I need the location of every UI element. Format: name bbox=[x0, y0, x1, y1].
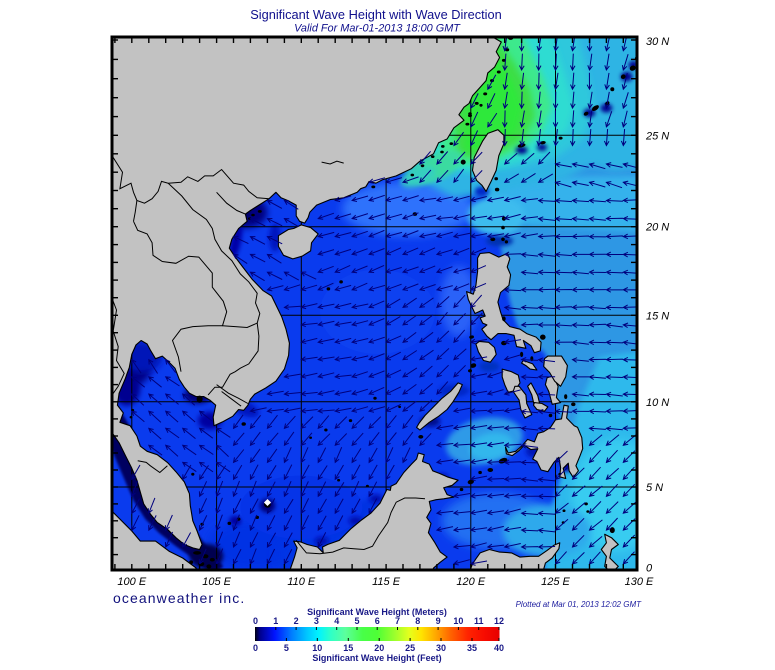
svg-text:25: 25 bbox=[405, 643, 415, 653]
svg-text:35: 35 bbox=[467, 643, 477, 653]
svg-text:125 E: 125 E bbox=[541, 576, 570, 588]
svg-text:8: 8 bbox=[415, 616, 420, 626]
svg-text:0: 0 bbox=[253, 616, 258, 626]
svg-text:115 E: 115 E bbox=[372, 576, 401, 588]
svg-text:10 N: 10 N bbox=[646, 397, 669, 409]
svg-text:Significant Wave Height with W: Significant Wave Height with Wave Direct… bbox=[250, 7, 502, 22]
svg-text:105 E: 105 E bbox=[202, 576, 231, 588]
svg-text:0: 0 bbox=[253, 643, 258, 653]
svg-text:Significant Wave Height (Feet): Significant Wave Height (Feet) bbox=[312, 653, 441, 663]
svg-text:100 E: 100 E bbox=[117, 576, 146, 588]
svg-text:3: 3 bbox=[314, 616, 319, 626]
svg-text:9: 9 bbox=[436, 616, 441, 626]
svg-text:10: 10 bbox=[453, 616, 463, 626]
svg-text:30 N: 30 N bbox=[646, 36, 669, 48]
svg-text:110 E: 110 E bbox=[287, 576, 316, 588]
svg-text:1: 1 bbox=[273, 616, 278, 626]
svg-text:30: 30 bbox=[436, 643, 446, 653]
svg-text:0: 0 bbox=[646, 563, 653, 575]
svg-text:5 N: 5 N bbox=[646, 482, 663, 494]
svg-text:Valid For Mar-01-2013 18:00 GM: Valid For Mar-01-2013 18:00 GMT bbox=[294, 23, 461, 35]
svg-text:6: 6 bbox=[375, 616, 380, 626]
svg-text:5: 5 bbox=[284, 643, 289, 653]
svg-text:Plotted at Mar 01, 2013 12:02: Plotted at Mar 01, 2013 12:02 GMT bbox=[516, 600, 643, 609]
svg-text:40: 40 bbox=[494, 643, 504, 653]
svg-text:5: 5 bbox=[354, 616, 359, 626]
svg-text:25 N: 25 N bbox=[645, 130, 669, 142]
svg-text:10: 10 bbox=[312, 643, 322, 653]
svg-text:15 N: 15 N bbox=[646, 310, 669, 322]
svg-text:20 N: 20 N bbox=[645, 222, 669, 234]
svg-text:130 E: 130 E bbox=[625, 576, 654, 588]
svg-text:7: 7 bbox=[395, 616, 400, 626]
svg-text:15: 15 bbox=[343, 643, 353, 653]
svg-text:20: 20 bbox=[374, 643, 384, 653]
svg-text:12: 12 bbox=[494, 616, 504, 626]
svg-text:2: 2 bbox=[294, 616, 299, 626]
svg-text:oceanweather inc.: oceanweather inc. bbox=[113, 590, 245, 606]
svg-text:Significant Wave Height (Meter: Significant Wave Height (Meters) bbox=[307, 607, 447, 617]
svg-text:4: 4 bbox=[334, 616, 339, 626]
svg-text:120 E: 120 E bbox=[456, 576, 485, 588]
svg-text:11: 11 bbox=[474, 616, 484, 626]
